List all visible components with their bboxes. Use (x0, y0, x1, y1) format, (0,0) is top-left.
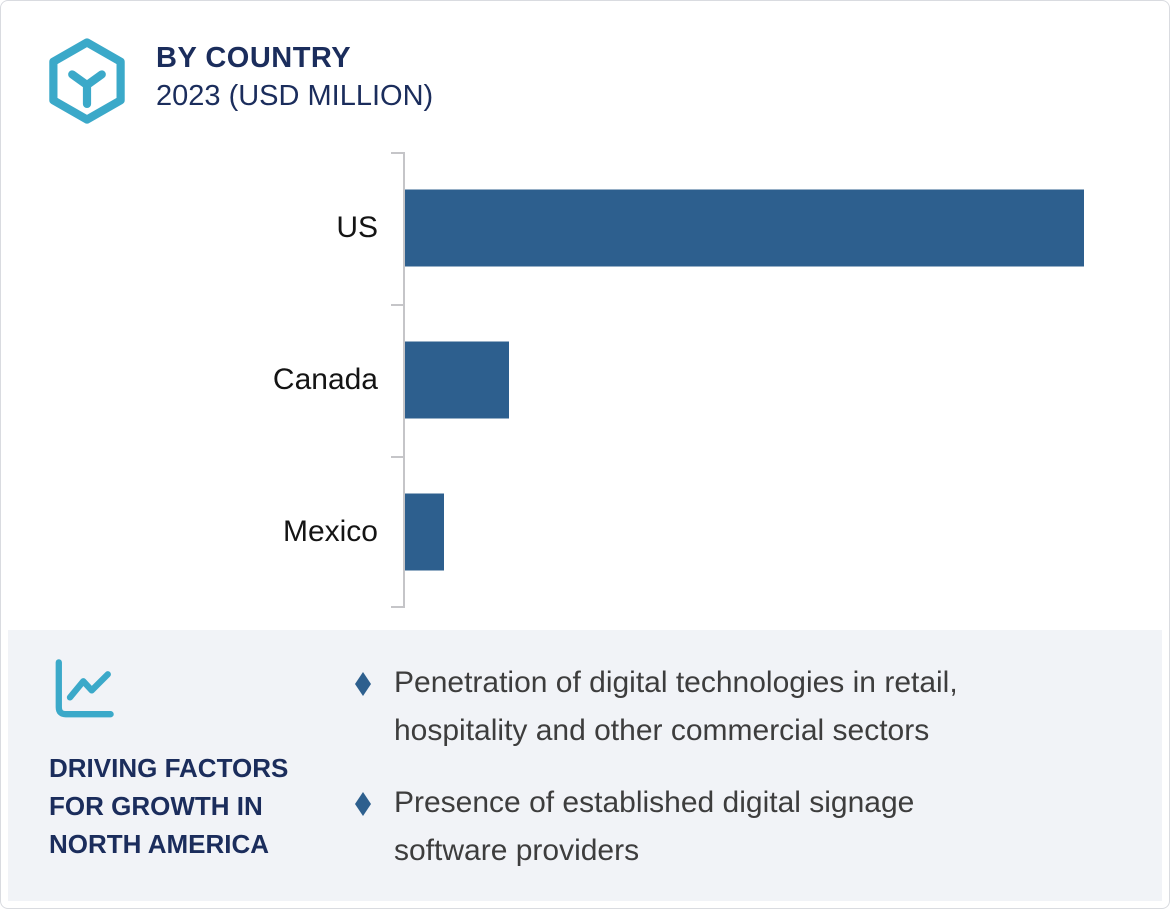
line-chart-icon (49, 654, 119, 724)
heading-line: FOR GROWTH IN (49, 791, 263, 821)
chart-header: BY COUNTRY 2023 (USD MILLION) (156, 39, 433, 115)
chart-row-us: US (1, 152, 1163, 304)
category-label-mexico: Mexico (282, 515, 378, 548)
category-label-us: US (336, 211, 378, 244)
axis-tick (391, 606, 403, 608)
bullet-text: Penetration of digital technologies in r… (394, 659, 1088, 755)
heading-line: DRIVING FACTORS (49, 753, 289, 783)
bullet-line: Presence of established digital signage (394, 786, 915, 819)
bullet-line: Penetration of digital technologies in r… (394, 666, 958, 699)
bar-canada (405, 341, 509, 419)
driving-factors-panel: DRIVING FACTORS FOR GROWTH IN NORTH AMER… (8, 630, 1162, 901)
diamond-bullet-icon (355, 792, 371, 816)
chart-row-mexico: Mexico (1, 456, 1163, 608)
axis-tick (391, 456, 403, 458)
bar-mexico (405, 493, 444, 571)
bullet-line: hospitality and other commercial sectors (394, 714, 930, 747)
hexagon-cube-icon (46, 38, 128, 124)
axis-tick (391, 304, 403, 306)
chart-subtitle: 2023 (USD MILLION) (156, 80, 434, 112)
axis-tick (391, 152, 403, 154)
chart-row-canada: Canada (1, 304, 1163, 456)
bullet-text: Presence of established digital signage … (394, 779, 1088, 875)
bar-us (405, 189, 1084, 267)
bullet-item: Penetration of digital technologies in r… (348, 659, 1088, 755)
y-axis-line (403, 152, 405, 608)
diamond-bullet-icon (355, 672, 371, 696)
chart-title: BY COUNTRY (156, 42, 352, 74)
bullet-item: Presence of established digital signage … (348, 779, 1088, 875)
bullet-line: software providers (394, 834, 640, 867)
heading-line: NORTH AMERICA (49, 829, 270, 859)
bar-chart: US Canada Mexico (1, 152, 1163, 608)
driving-factors-heading: DRIVING FACTORS FOR GROWTH IN NORTH AMER… (49, 749, 288, 863)
category-label-canada: Canada (272, 363, 378, 396)
